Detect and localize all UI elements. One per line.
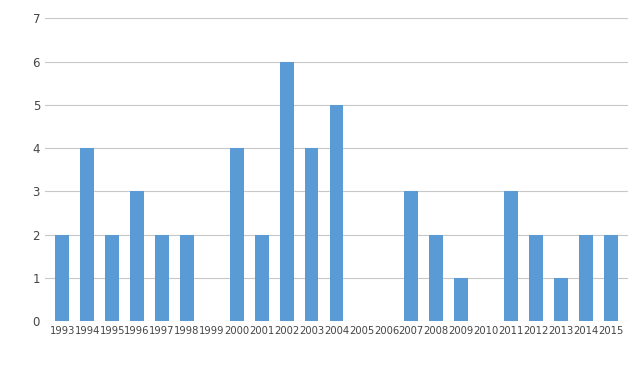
Bar (304, 148, 319, 321)
Bar (130, 191, 144, 321)
Bar (180, 235, 194, 321)
Bar (80, 148, 94, 321)
Bar (230, 148, 244, 321)
Bar (554, 278, 568, 321)
Bar (604, 235, 617, 321)
Bar (529, 235, 543, 321)
Bar (454, 278, 468, 321)
Bar (280, 62, 294, 321)
Bar (329, 105, 344, 321)
Bar (404, 191, 418, 321)
Bar (105, 235, 119, 321)
Bar (56, 235, 69, 321)
Bar (155, 235, 169, 321)
Bar (579, 235, 593, 321)
Bar (429, 235, 443, 321)
Bar (504, 191, 518, 321)
Bar (255, 235, 269, 321)
